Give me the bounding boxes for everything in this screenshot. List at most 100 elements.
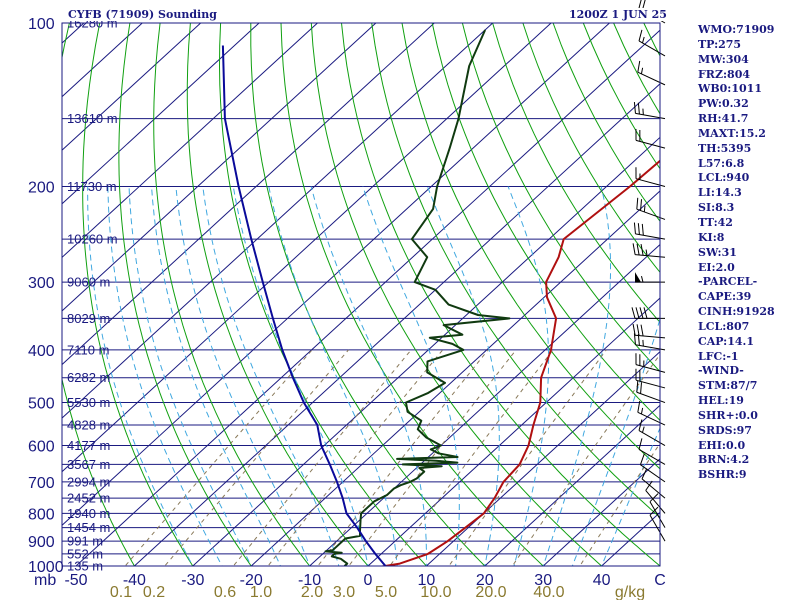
dry-adiabat-line <box>401 23 660 470</box>
mixing-ratio-label: 0.1 <box>110 584 132 600</box>
wind-barb-staff <box>638 40 666 57</box>
mixing-ratio-layer <box>124 349 660 566</box>
height-label: 1454 m <box>67 520 110 535</box>
index-item: L57:6.8 <box>698 156 745 170</box>
wind-barb-half <box>645 249 648 256</box>
index-item: CINH:91928 <box>698 305 775 319</box>
wind-barb-staff <box>635 334 666 339</box>
wind-barb-staff <box>635 139 666 149</box>
isotherm-line <box>484 404 660 566</box>
dry-adiabat-line <box>82 23 194 566</box>
index-item: CAPE:39 <box>698 290 752 304</box>
wind-barb-staff <box>645 490 666 514</box>
isotherm-line <box>192 136 660 566</box>
wind-barb-full <box>640 382 643 394</box>
wind-barb-full <box>637 334 640 346</box>
wind-barb-staff <box>635 254 666 258</box>
wind-barb <box>638 29 666 57</box>
index-item: LCL:807 <box>698 319 750 333</box>
index-item: TH:5395 <box>698 141 752 155</box>
isotherm-line <box>426 351 660 566</box>
wind-barb-full <box>638 0 642 9</box>
pressure-tick-label: 600 <box>28 439 55 456</box>
wind-barb-full <box>640 244 644 256</box>
dry-adiabat-line <box>186 23 369 566</box>
mixing-ratio-line <box>579 442 660 566</box>
height-label: 552 m <box>67 546 103 561</box>
grid-layer <box>62 23 660 566</box>
index-item: EHI:0.0 <box>698 438 746 452</box>
wind-barb <box>638 438 666 465</box>
mixing-ratio-line <box>511 353 660 566</box>
index-item: SI:8.3 <box>698 201 735 215</box>
mixing-ratio-label: 10.0 <box>420 584 451 600</box>
dry-adiabat-line <box>118 23 252 566</box>
dry-adiabat-line <box>310 23 603 566</box>
isotherm-line <box>62 23 494 419</box>
height-label: 3567 m <box>67 457 110 472</box>
mixing-ratio-label: 0.2 <box>143 584 165 600</box>
isotherm-line <box>62 23 260 205</box>
wind-barb-staff <box>640 464 666 483</box>
dry-adiabat-line <box>153 23 311 566</box>
wind-barb-staff <box>636 208 666 220</box>
wind-barb-full <box>638 29 643 42</box>
mixing-ratio-label: 5.0 <box>375 584 397 600</box>
wind-barb-full <box>645 480 653 491</box>
mixing-ratio-label: 0.6 <box>214 584 236 600</box>
wind-barb-half <box>643 205 646 212</box>
mixing-ratio-label: 3.0 <box>333 584 355 600</box>
wind-barb-full <box>639 307 644 319</box>
wind-barb-full <box>641 223 644 236</box>
index-item: TP:275 <box>698 37 742 51</box>
index-item: -WIND- <box>698 364 744 378</box>
height-label: 5530 m <box>67 395 110 410</box>
index-item: WB0:1011 <box>698 82 762 96</box>
pressure-tick-label: 100 <box>28 16 55 33</box>
wind-barb <box>649 493 666 528</box>
index-item: EI:2.0 <box>698 260 735 274</box>
index-item: PW:0.32 <box>698 97 749 111</box>
wind-barb-half <box>642 426 645 433</box>
moist-adiabat-line <box>128 186 252 566</box>
temperature-tick-label: 40 <box>593 572 611 589</box>
temperature-tick-label: 30 <box>534 572 552 589</box>
temperature-tick-label: 10 <box>418 572 436 589</box>
height-label: 4177 m <box>67 438 110 453</box>
mixing-ratio-line <box>317 349 489 566</box>
index-item: BRN:4.2 <box>698 453 750 467</box>
temperature-tick-label: 20 <box>476 572 494 589</box>
pressure-unit-label: mb <box>34 572 56 589</box>
moist-adiabat-line <box>542 186 611 566</box>
mixing-ratio-unit-label: g/kg <box>615 584 645 600</box>
height-label: 2452 m <box>67 491 110 506</box>
dry-adiabat-line <box>492 23 660 324</box>
index-item: TT:42 <box>698 215 733 229</box>
height-label: 6282 m <box>67 370 110 385</box>
wind-barb <box>639 453 666 483</box>
index-item: FRZ:804 <box>698 67 751 81</box>
wind-barb-staff <box>638 430 666 446</box>
wind-barb-staff <box>635 233 666 240</box>
temperature-tick-label: -10 <box>298 572 321 589</box>
plot-frame <box>61 22 661 567</box>
pressure-tick-label: 300 <box>28 275 55 292</box>
wind-barb-full <box>640 324 644 336</box>
height-label: 4828 m <box>67 418 110 433</box>
wind-barb-full <box>649 506 659 516</box>
wind-barb-half <box>642 36 645 44</box>
index-item: -PARCEL- <box>698 275 758 289</box>
pressure-tick-label: 400 <box>28 343 55 360</box>
wind-barb-full <box>640 199 643 211</box>
dry-adiabat-line <box>371 23 660 519</box>
wind-barb-full <box>636 197 639 210</box>
height-label: 13610 m <box>67 111 118 126</box>
mixing-ratio-line <box>232 349 412 566</box>
wind-barb-full <box>633 333 636 345</box>
wind-barb-full <box>631 307 636 319</box>
height-label: 7110 m <box>67 342 109 357</box>
isotherm-line <box>62 23 552 473</box>
wind-barb-full <box>636 380 639 393</box>
